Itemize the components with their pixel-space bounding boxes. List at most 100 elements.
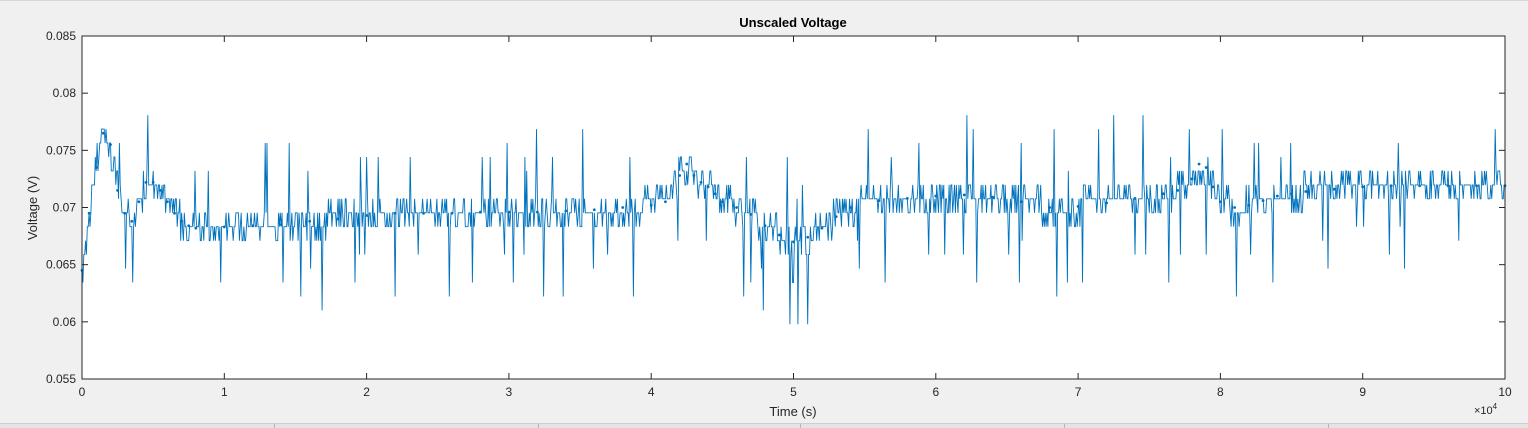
data-point bbox=[699, 180, 703, 184]
data-point bbox=[664, 200, 667, 204]
data-point bbox=[1304, 190, 1308, 193]
data-point bbox=[1219, 200, 1222, 204]
data-point bbox=[222, 225, 226, 229]
data-point bbox=[393, 211, 397, 215]
data-point bbox=[592, 208, 596, 212]
x-tick-label: 5 bbox=[790, 385, 797, 399]
data-point bbox=[194, 226, 198, 230]
x-tick-label: 10 bbox=[1498, 385, 1512, 399]
data-point bbox=[365, 214, 368, 217]
data-point bbox=[507, 210, 511, 214]
data-point bbox=[834, 215, 838, 219]
data-point bbox=[1247, 203, 1251, 207]
data-point bbox=[1290, 192, 1293, 196]
data-point bbox=[1475, 184, 1478, 188]
data-point bbox=[735, 206, 738, 209]
x-tick-label: 4 bbox=[648, 385, 655, 399]
data-point bbox=[1162, 192, 1165, 196]
data-point bbox=[1076, 204, 1080, 208]
data-point bbox=[1389, 184, 1393, 188]
data-point bbox=[678, 174, 682, 177]
data-point bbox=[180, 219, 184, 223]
data-point bbox=[564, 209, 568, 213]
x-tick-label: 8 bbox=[1217, 385, 1224, 399]
x-tick-label: 0 bbox=[79, 385, 86, 399]
data-point bbox=[1197, 162, 1201, 166]
data-point bbox=[422, 211, 425, 215]
data-point bbox=[151, 180, 155, 184]
data-point bbox=[1233, 206, 1237, 209]
data-point bbox=[692, 174, 696, 177]
data-point bbox=[101, 131, 105, 135]
data-point bbox=[991, 195, 995, 199]
data-point bbox=[1275, 194, 1279, 198]
data-point bbox=[820, 226, 824, 230]
data-point bbox=[685, 162, 689, 166]
data-point bbox=[450, 211, 454, 215]
y-tick-label: 0.075 bbox=[46, 143, 76, 157]
y-tick-label: 0.065 bbox=[46, 258, 76, 272]
data-point bbox=[130, 219, 134, 223]
data-point bbox=[763, 224, 767, 228]
y-tick-label: 0.08 bbox=[53, 86, 77, 100]
footer-separator bbox=[800, 424, 801, 428]
data-point bbox=[1261, 199, 1265, 203]
y-axis-label: Voltage (V) bbox=[25, 176, 40, 240]
data-point bbox=[1204, 166, 1208, 169]
data-point bbox=[187, 224, 191, 228]
data-point bbox=[173, 211, 176, 215]
x-multiplier-base: ×10 bbox=[1474, 405, 1493, 417]
data-point bbox=[713, 192, 717, 196]
x-tick-label: 2 bbox=[363, 385, 370, 399]
figure-footer-bar bbox=[0, 423, 1528, 428]
x-tick-label: 1 bbox=[221, 385, 228, 399]
data-point bbox=[706, 185, 710, 189]
plot-area[interactable] bbox=[82, 36, 1505, 379]
data-point bbox=[1446, 184, 1450, 188]
data-point bbox=[1190, 177, 1194, 181]
data-point bbox=[777, 233, 781, 237]
x-axis: 0 1 2 3 4 5 6 7 8 9 10 bbox=[79, 36, 1512, 399]
footer-separator bbox=[1064, 424, 1065, 428]
data-point bbox=[109, 143, 112, 147]
chart-title: Unscaled Voltage bbox=[739, 15, 846, 30]
data-point bbox=[336, 217, 340, 221]
data-layer bbox=[80, 115, 1507, 325]
data-point bbox=[749, 212, 753, 216]
data-point bbox=[158, 188, 162, 192]
data-point bbox=[1019, 200, 1023, 204]
data-point bbox=[308, 219, 312, 223]
x-tick-label: 3 bbox=[506, 385, 513, 399]
y-tick-label: 0.07 bbox=[53, 201, 77, 215]
footer-separator bbox=[274, 424, 275, 428]
data-point bbox=[1048, 206, 1052, 209]
data-point bbox=[1133, 196, 1137, 200]
x-tick-label: 6 bbox=[932, 385, 939, 399]
data-point bbox=[649, 203, 653, 207]
x-tick-label: 7 bbox=[1075, 385, 1082, 399]
y-tick-label: 0.055 bbox=[46, 372, 76, 386]
data-point bbox=[1361, 185, 1365, 189]
data-point bbox=[806, 235, 810, 239]
data-point bbox=[792, 240, 795, 244]
footer-separator bbox=[538, 424, 539, 428]
data-point bbox=[251, 224, 255, 228]
data-point bbox=[905, 196, 909, 200]
footer-separator bbox=[1328, 424, 1329, 428]
data-point bbox=[94, 166, 98, 169]
data-point bbox=[1332, 187, 1336, 191]
data-point bbox=[87, 211, 91, 215]
data-point bbox=[116, 188, 119, 192]
x-tick-label: 9 bbox=[1359, 385, 1366, 399]
data-point bbox=[535, 210, 539, 214]
data-point bbox=[720, 200, 724, 204]
x-axis-multiplier: ×104 bbox=[1474, 402, 1498, 417]
y-tick-label: 0.06 bbox=[53, 315, 77, 329]
data-point bbox=[165, 200, 169, 204]
data-point bbox=[1105, 201, 1108, 205]
x-multiplier-exponent: 4 bbox=[1493, 402, 1498, 411]
data-point bbox=[123, 211, 127, 215]
y-axis: 0.055 0.06 0.065 0.07 0.075 0.08 0.085 bbox=[46, 29, 1505, 386]
